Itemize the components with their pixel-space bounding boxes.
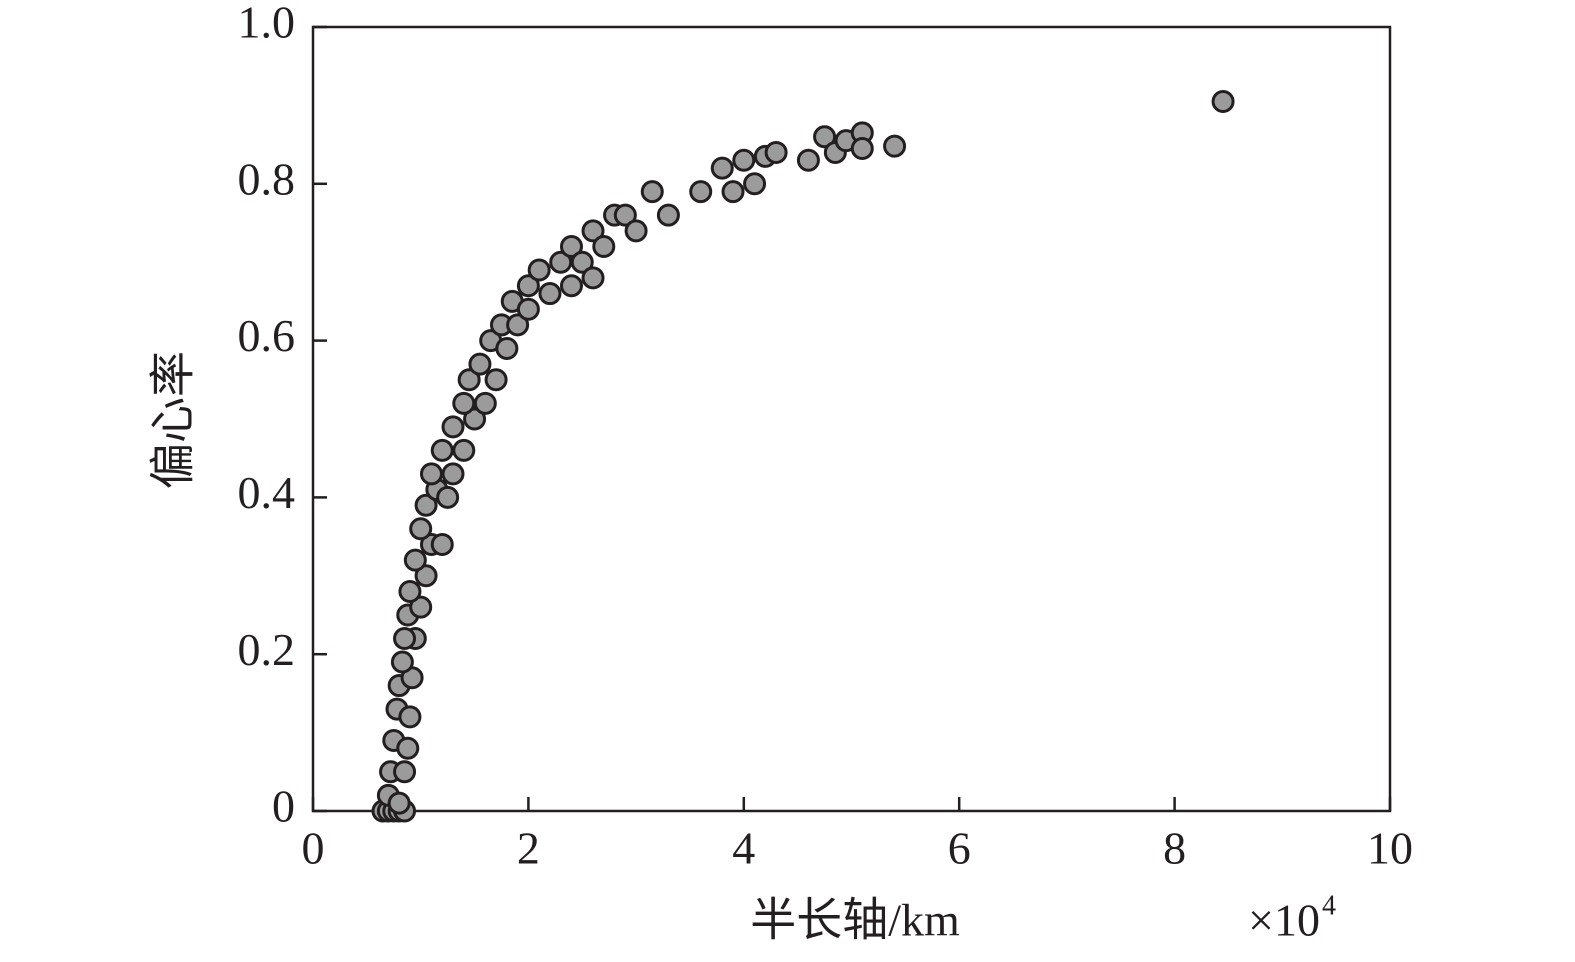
point: [436, 485, 460, 509]
plot-frame: [311, 25, 1392, 813]
point: [457, 368, 481, 392]
point: [559, 235, 583, 259]
point: [393, 760, 417, 784]
point: [409, 595, 433, 619]
point: [743, 172, 767, 196]
point: [581, 266, 605, 290]
point: [613, 203, 637, 227]
point: [441, 415, 465, 439]
point: [1211, 89, 1235, 113]
point: [732, 148, 756, 172]
point: [721, 180, 745, 204]
x-scale-label: ×10: [1248, 895, 1320, 946]
point: [452, 391, 476, 415]
point: [506, 313, 530, 337]
point: [624, 219, 648, 243]
x-tick-label: 2: [517, 823, 540, 874]
point: [549, 250, 573, 274]
x-tick-label: 10: [1367, 823, 1413, 874]
point: [495, 336, 519, 360]
point: [813, 125, 837, 149]
x-axis-label: 半长轴/km: [750, 895, 960, 946]
point: [710, 156, 734, 180]
point: [527, 258, 551, 282]
point: [850, 137, 874, 161]
y-tick-label: 0.2: [238, 624, 296, 675]
point: [430, 438, 454, 462]
point: [559, 274, 583, 298]
point: [883, 134, 907, 158]
y-tick-label: 0.8: [238, 153, 296, 204]
point: [796, 148, 820, 172]
point: [538, 282, 562, 306]
y-tick-label: 0: [272, 781, 295, 832]
x-tick-label: 4: [732, 823, 755, 874]
point: [441, 462, 465, 486]
point: [581, 219, 605, 243]
point: [419, 462, 443, 486]
y-axis-label: 偏心率: [148, 351, 199, 489]
x-scale-exponent: 4: [1322, 890, 1336, 921]
point: [463, 407, 487, 431]
point: [390, 650, 414, 674]
point: [387, 791, 411, 815]
point: [414, 564, 438, 588]
point: [764, 140, 788, 164]
y-tick-label: 1.0: [238, 0, 296, 48]
point: [570, 250, 594, 274]
point: [484, 368, 508, 392]
point: [656, 203, 680, 227]
point: [516, 274, 540, 298]
x-tick-label: 8: [1163, 823, 1186, 874]
point: [468, 352, 492, 376]
y-tick-label: 0.6: [238, 310, 296, 361]
point: [473, 391, 497, 415]
point: [452, 438, 476, 462]
point: [516, 297, 540, 321]
point: [430, 532, 454, 556]
x-tick-label: 0: [302, 823, 325, 874]
point: [640, 180, 664, 204]
point: [414, 493, 438, 517]
point: [398, 705, 422, 729]
point: [592, 235, 616, 259]
point: [398, 579, 422, 603]
y-tick-label: 0.4: [238, 467, 296, 518]
x-tick-label: 6: [948, 823, 971, 874]
point: [403, 548, 427, 572]
point: [393, 627, 417, 651]
point: [409, 517, 433, 541]
point: [689, 180, 713, 204]
point: [396, 736, 420, 760]
